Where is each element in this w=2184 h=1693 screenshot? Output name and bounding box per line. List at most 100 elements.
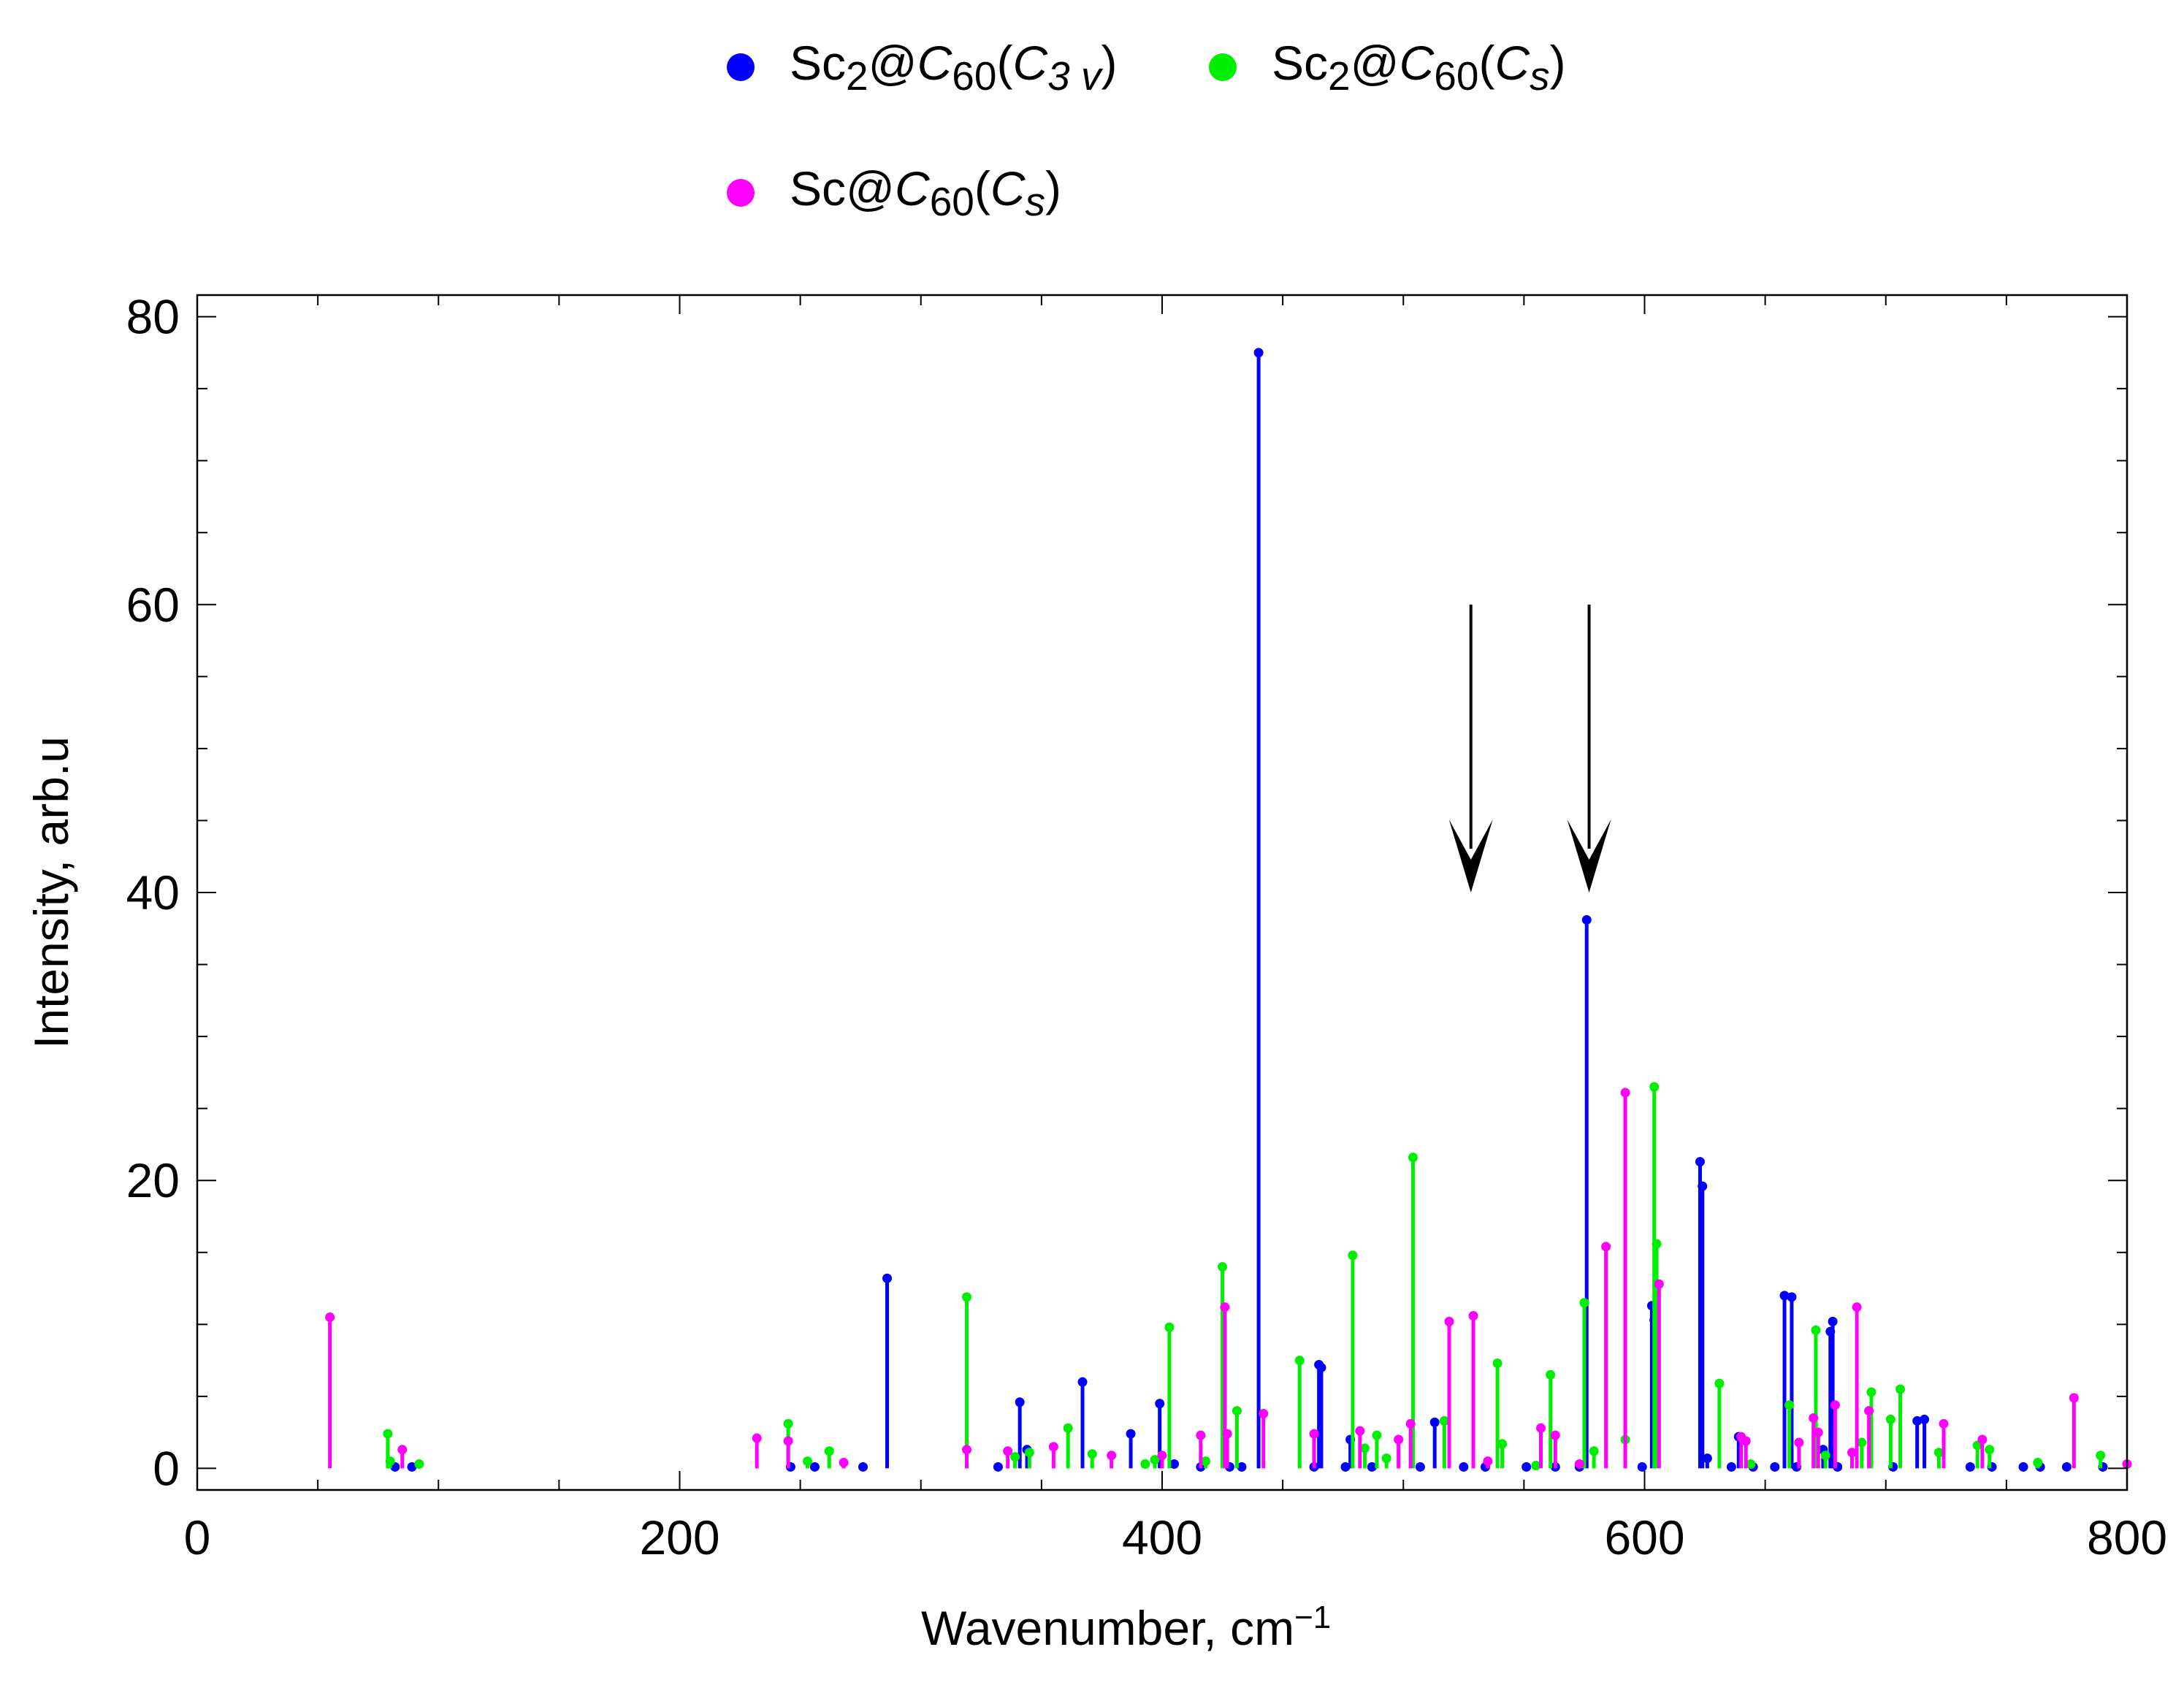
stem-marker xyxy=(2061,1461,2072,1472)
stem-marker xyxy=(1589,1446,1599,1456)
stem-marker xyxy=(1746,1459,1756,1470)
stem-marker xyxy=(1637,1461,1647,1472)
stem-marker xyxy=(1259,1409,1269,1419)
stem-marker xyxy=(803,1456,813,1467)
stem-marker xyxy=(325,1312,335,1322)
stem-marker xyxy=(1155,1399,1165,1409)
stem-marker xyxy=(397,1445,408,1455)
stem-marker xyxy=(1620,1088,1630,1098)
stem-marker xyxy=(383,1429,393,1439)
stem-marker xyxy=(1579,1298,1589,1308)
stem-marker xyxy=(1408,1153,1418,1163)
stem-marker xyxy=(1355,1426,1365,1436)
stem-marker xyxy=(1649,1082,1660,1092)
legend-marker-magenta xyxy=(727,179,755,207)
stem-marker xyxy=(414,1459,424,1470)
stem-marker xyxy=(1652,1239,1662,1249)
stem-marker xyxy=(1140,1459,1150,1470)
stem-marker xyxy=(1218,1261,1228,1272)
stem-marker xyxy=(407,1461,417,1472)
stem-marker xyxy=(1847,1448,1857,1458)
plot-frame xyxy=(196,294,2128,1491)
stem-marker xyxy=(1714,1378,1725,1388)
stem-marker xyxy=(1574,1459,1584,1470)
stem-marker xyxy=(1698,1181,1708,1191)
stem-marker xyxy=(1077,1377,1088,1387)
stem-marker xyxy=(1581,914,1592,925)
x-axis-title: Wavenumber, cm−1 xyxy=(921,1600,1332,1655)
stem-marker xyxy=(1852,1302,1862,1312)
stem-marker xyxy=(1830,1400,1840,1410)
stem-marker xyxy=(1866,1387,1876,1397)
stem-series-group xyxy=(325,348,2132,1472)
stem-marker xyxy=(1811,1325,1821,1335)
stem-marker xyxy=(1367,1461,1377,1472)
legend-label: Sc@C60(Cs) xyxy=(790,161,1062,225)
stem-marker xyxy=(1820,1451,1830,1461)
y-tick-label: 80 xyxy=(126,290,180,344)
stem-marker xyxy=(1444,1316,1454,1326)
stem-marker xyxy=(1220,1302,1230,1312)
stem-marker xyxy=(1237,1461,1247,1472)
stem-marker xyxy=(783,1418,793,1429)
stem-marker xyxy=(1394,1434,1404,1445)
stem-marker xyxy=(1654,1279,1664,1289)
stem-marker xyxy=(839,1458,849,1468)
stem-marker xyxy=(1770,1461,1780,1472)
stem-marker xyxy=(1439,1415,1449,1426)
stem-marker xyxy=(2018,1461,2028,1472)
stem-marker xyxy=(1912,1415,1923,1426)
stem-marker xyxy=(1535,1423,1546,1433)
stem-marker xyxy=(1169,1459,1180,1470)
stem-marker xyxy=(1015,1397,1025,1407)
stem-marker xyxy=(1885,1414,1895,1424)
x-tick-label: 400 xyxy=(1122,1510,1202,1564)
stem-marker xyxy=(1340,1461,1351,1472)
series-2 xyxy=(325,1088,2132,1470)
y-tick-label: 0 xyxy=(153,1441,180,1495)
stem-marker xyxy=(1920,1414,1930,1424)
stem-marker xyxy=(1784,1400,1795,1410)
stem-marker xyxy=(1253,348,1264,358)
stem-marker xyxy=(1381,1453,1391,1464)
stem-marker xyxy=(1126,1429,1136,1439)
stem-marker xyxy=(1965,1461,1975,1472)
legend-item-sc2-c60-c3v: Sc2@C60(C3 v) xyxy=(727,35,1118,99)
stem-marker xyxy=(1779,1291,1790,1301)
stem-marker xyxy=(1741,1436,1751,1446)
stem-marker xyxy=(1200,1456,1210,1467)
stem-marker xyxy=(1157,1451,1167,1461)
stem-marker xyxy=(1492,1358,1503,1369)
x-tick-label: 600 xyxy=(1604,1510,1684,1564)
stem-marker xyxy=(1695,1157,1705,1167)
stem-marker xyxy=(1164,1322,1175,1332)
stem-marker xyxy=(1726,1461,1736,1472)
stem-marker xyxy=(1063,1423,1073,1433)
stem-marker xyxy=(1087,1449,1097,1459)
stem-marker xyxy=(1232,1406,1242,1416)
series-0 xyxy=(390,348,2108,1472)
stem-marker xyxy=(961,1292,971,1302)
y-tick-label: 40 xyxy=(126,865,180,920)
stem-marker xyxy=(1372,1430,1382,1440)
legend-item-sc-c60-cs: Sc@C60(Cs) xyxy=(727,161,1061,225)
series-1 xyxy=(383,1082,2106,1470)
stem-marker xyxy=(1546,1369,1556,1380)
stem-marker xyxy=(783,1436,793,1446)
stem-marker xyxy=(1150,1455,1160,1465)
stem-marker xyxy=(1415,1461,1425,1472)
stem-marker xyxy=(1787,1292,1797,1302)
stem-marker xyxy=(1828,1316,1838,1326)
stem-marker xyxy=(2069,1393,2079,1403)
y-tick-label: 20 xyxy=(126,1153,180,1207)
y-axis-title: Intensity, arb.u xyxy=(24,735,78,1050)
stem-marker xyxy=(1550,1430,1560,1440)
legend-marker-blue xyxy=(727,53,755,82)
stem-marker xyxy=(1985,1445,1995,1455)
stem-marker xyxy=(1895,1384,1906,1394)
legend-marker-green xyxy=(1209,53,1237,82)
stem-marker xyxy=(1933,1448,1944,1458)
stem-marker xyxy=(1107,1451,1117,1461)
stem-marker xyxy=(1359,1443,1370,1453)
